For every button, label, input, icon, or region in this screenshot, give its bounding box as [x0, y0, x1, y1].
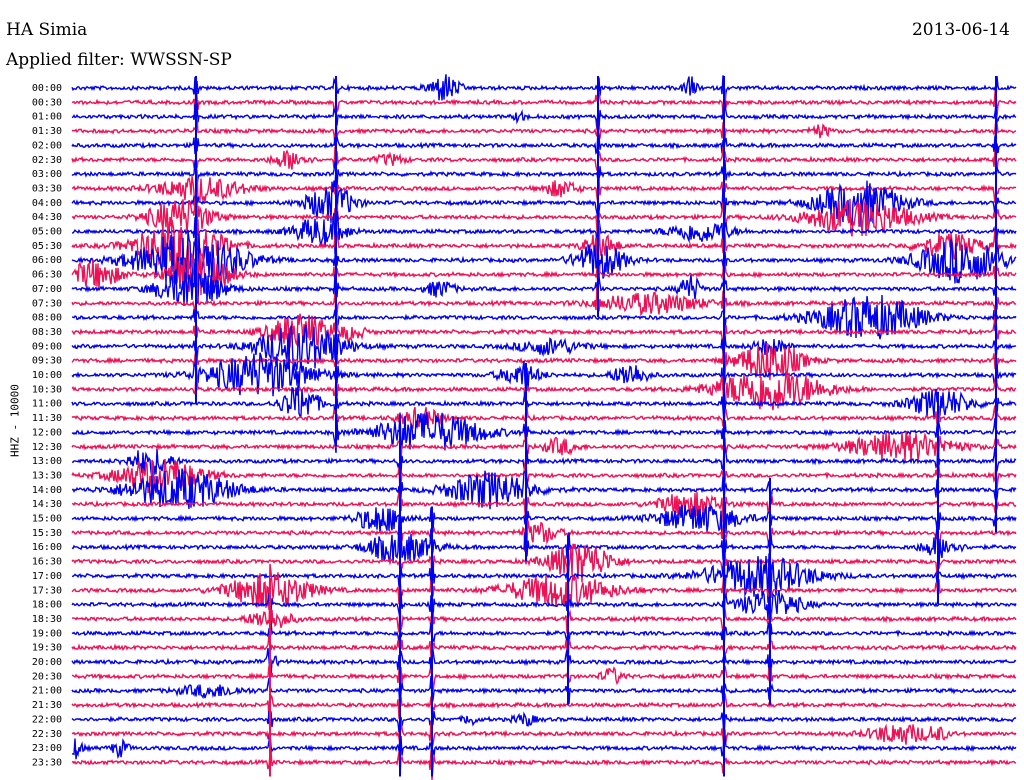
row-time-label: 02:30: [32, 155, 62, 166]
row-time-label: 09:00: [32, 341, 62, 352]
row-time-label: 13:30: [32, 470, 62, 481]
row-time-label: 06:30: [32, 270, 62, 281]
row-time-label: 16:30: [32, 557, 62, 568]
seismic-trace-row: [71, 710, 1017, 740]
row-time-label: 13:00: [32, 456, 62, 467]
seismic-trace-row: [71, 370, 1017, 414]
row-time-label: 23:30: [32, 757, 62, 768]
row-time-label: 08:00: [32, 313, 62, 324]
seismic-trace-row: [71, 352, 1017, 397]
seismic-trace-row: [71, 411, 1017, 453]
row-time-label: 14:00: [32, 485, 62, 496]
row-time-label: 01:30: [32, 126, 62, 137]
row-time-label: 07:30: [32, 298, 62, 309]
seismic-trace-row: [71, 146, 1017, 175]
row-time-label: 20:00: [32, 657, 62, 668]
row-time-label: 10:00: [32, 370, 62, 381]
row-time-label: 03:00: [32, 169, 62, 180]
seismic-trace-row: [71, 731, 1017, 760]
row-time-label: 02:00: [32, 140, 62, 151]
row-time-label: 08:30: [32, 327, 62, 338]
seismic-trace-row: [71, 197, 1017, 237]
row-time-label: 15:00: [32, 514, 62, 525]
row-time-label: 03:30: [32, 183, 62, 194]
seismic-trace-row: [71, 294, 1017, 340]
seismic-trace-row: [71, 455, 1017, 494]
row-time-label: 00:00: [32, 83, 62, 94]
seismic-trace-row: [71, 645, 1017, 678]
row-time-label: 06:00: [32, 255, 62, 266]
row-time-label: 09:30: [32, 356, 62, 367]
seismic-trace-row: [71, 468, 1017, 510]
seismic-trace-row: [71, 80, 1017, 116]
row-time-label: 00:30: [32, 97, 62, 108]
row-time-label: 15:30: [32, 528, 62, 539]
row-time-label: 19:00: [32, 628, 62, 639]
seismic-trace-row: [71, 516, 1017, 552]
seismic-trace-row: [71, 719, 1017, 748]
filter-label: Applied filter: WWSSN-SP: [6, 50, 232, 70]
row-time-label: 23:00: [32, 743, 62, 754]
seismic-trace-row: [71, 425, 1017, 468]
row-time-label: 01:00: [32, 112, 62, 123]
seismic-trace-row: [71, 128, 1017, 164]
row-time-label: 21:30: [32, 700, 62, 711]
row-time-label: 20:30: [32, 671, 62, 682]
row-time-label: 11:00: [32, 399, 62, 410]
seismic-trace-row: [71, 342, 1017, 381]
seismic-trace-row: [71, 590, 1017, 625]
seismic-trace-row: [71, 230, 1017, 292]
row-time-label: 10:30: [32, 384, 62, 395]
seismic-trace-row: [71, 404, 1017, 434]
seismic-trace-row: [71, 665, 1017, 691]
seismic-trace-row: [72, 210, 1017, 255]
seismic-trace-row: [71, 324, 1017, 371]
seismic-trace-row: [71, 563, 1017, 611]
row-time-label: 19:30: [32, 643, 62, 654]
seismic-trace-row: [71, 250, 1017, 296]
row-time-label: 14:30: [32, 499, 62, 510]
seismic-trace-row: [71, 98, 1017, 131]
seismic-trace-row: [71, 675, 1017, 709]
row-time-label: 04:30: [32, 212, 62, 223]
row-time-label: 22:00: [32, 714, 62, 725]
seismic-trace-row: [71, 543, 1017, 584]
row-time-label: 21:00: [32, 686, 62, 697]
record-date: 2013-06-14: [911, 20, 1010, 40]
seismic-trace-row: [71, 169, 1017, 212]
seismic-trace-row: [71, 74, 1017, 106]
seismic-trace-row: [71, 629, 1017, 667]
row-time-label: 07:00: [32, 284, 62, 295]
row-time-label: 17:30: [32, 585, 62, 596]
seismic-trace-row: [71, 750, 1017, 780]
row-time-label: 18:30: [32, 614, 62, 625]
seismic-trace-row: [71, 593, 1017, 639]
seismic-trace-row: [71, 546, 1017, 603]
row-time-label: 12:30: [32, 442, 62, 453]
row-time-label: 12:00: [32, 427, 62, 438]
row-time-label: 18:00: [32, 600, 62, 611]
seismic-trace-row: [71, 693, 1017, 724]
row-time-label: 04:00: [32, 198, 62, 209]
seismic-trace-row: [71, 258, 1017, 307]
seismic-trace-row: [71, 491, 1017, 524]
seismic-trace-row: [71, 517, 1017, 569]
seismic-trace-row: [71, 156, 1017, 189]
seismic-trace-row: [71, 110, 1017, 148]
seismic-trace-row: [71, 501, 1017, 540]
row-time-label: 22:30: [32, 729, 62, 740]
seismic-trace-row: [71, 313, 1017, 352]
seismic-trace-row: [71, 385, 1017, 424]
seismic-trace-row: [71, 286, 1017, 325]
row-time-label: 05:30: [32, 241, 62, 252]
station-name: HA Simia: [6, 20, 88, 40]
row-time-label: 17:00: [32, 571, 62, 582]
seismic-trace-row: [71, 620, 1017, 653]
row-time-label: 11:30: [32, 413, 62, 424]
seismic-trace-row: [71, 441, 1017, 477]
row-time-label: 16:00: [32, 542, 62, 553]
row-time-label: 05:00: [32, 227, 62, 238]
